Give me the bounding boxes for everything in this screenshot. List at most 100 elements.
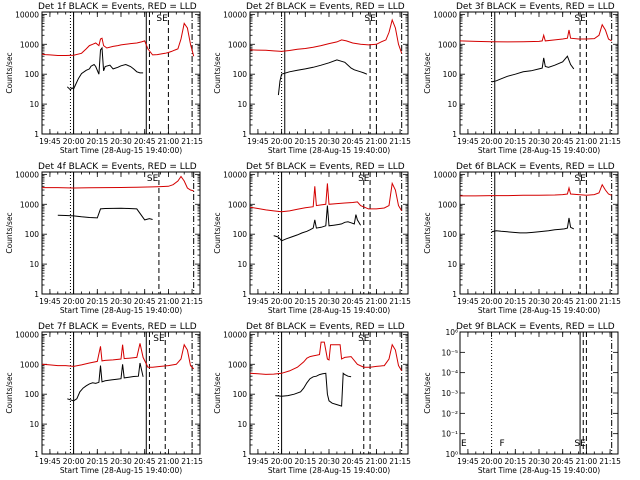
plot-frame bbox=[249, 171, 409, 295]
x-tick-label: 21:15 bbox=[389, 457, 411, 466]
x-tick-label: 19:45 bbox=[247, 297, 269, 306]
x-tick-label: 20:45 bbox=[552, 457, 574, 466]
panel-title: Det 1f BLACK = Events, RED = LLD bbox=[38, 2, 197, 12]
y-tick-label: 10⁶ bbox=[445, 328, 458, 337]
x-tick-label: 21:15 bbox=[181, 297, 203, 306]
x-tick-label: 21:15 bbox=[181, 137, 203, 146]
x-tick-label: 20:00 bbox=[481, 457, 503, 466]
y-tick-label: 1000 bbox=[228, 360, 247, 369]
sunrise-exit-marker: SE bbox=[364, 14, 376, 24]
y-axis-label: Counts/sec bbox=[5, 52, 14, 93]
plot-frame bbox=[459, 171, 619, 295]
plot-frame bbox=[459, 331, 619, 455]
x-tick-label: 20:45 bbox=[134, 297, 156, 306]
x-tick-label: 20:30 bbox=[528, 297, 550, 306]
x-axis-label: Start Time (28-Aug-15 19:40:00) bbox=[60, 306, 182, 315]
x-tick-label: 21:15 bbox=[389, 137, 411, 146]
x-axis-label: Start Time (28-Aug-15 19:40:00) bbox=[478, 306, 600, 315]
y-tick-label: 100 bbox=[233, 390, 248, 399]
y-tick-label: 10 bbox=[237, 100, 247, 109]
panel-title: Det 4f BLACK = Events, RED = LLD bbox=[38, 162, 197, 172]
x-tick-label: 20:15 bbox=[504, 297, 526, 306]
x-tick-label: 20:00 bbox=[63, 137, 85, 146]
y-tick-label: 10000 bbox=[433, 170, 457, 179]
panel-det-6f: Det 6f BLACK = Events, RED = LLD 1 10 100 10… bbox=[423, 162, 621, 315]
x-tick-label: 20:30 bbox=[528, 457, 550, 466]
x-tick-label: 21:15 bbox=[181, 457, 203, 466]
lld-series-line bbox=[42, 175, 194, 192]
x-tick-label: 20:30 bbox=[110, 457, 132, 466]
events-series-line bbox=[273, 205, 362, 242]
y-tick-label: 1 bbox=[452, 130, 457, 139]
x-tick-label: 21:00 bbox=[366, 297, 388, 306]
events-series-line bbox=[491, 217, 575, 234]
y-tick-label: 1 bbox=[242, 450, 247, 459]
y-tick-label: 10000 bbox=[223, 170, 247, 179]
sunrise-exit-marker: SE bbox=[574, 439, 586, 449]
x-axis-label: Start Time (28-Aug-15 19:40:00) bbox=[60, 146, 182, 155]
y-tick-label: 10 bbox=[447, 260, 457, 269]
panel-title: Det 2f BLACK = Events, RED = LLD bbox=[246, 2, 405, 12]
y-tick-label: 100 bbox=[25, 70, 40, 79]
y-tick-label: 1000 bbox=[438, 200, 457, 209]
y-tick-label: 1 bbox=[34, 130, 39, 139]
y-tick-label: 10⁻³ bbox=[441, 389, 458, 398]
panel-title: Det 9f BLACK = Events, RED = LLD bbox=[456, 322, 615, 332]
events-series-line bbox=[66, 46, 144, 91]
y-tick-label: 1 bbox=[34, 290, 39, 299]
lld-series-line bbox=[41, 22, 195, 57]
sunrise-exit-marker: SE bbox=[574, 174, 586, 184]
x-tick-label: 19:45 bbox=[39, 297, 61, 306]
x-tick-label: 20:15 bbox=[86, 457, 108, 466]
y-axis-label: Counts/sec bbox=[5, 372, 14, 413]
y-tick-label: 100 bbox=[233, 230, 248, 239]
y-tick-label: 100 bbox=[25, 230, 40, 239]
x-tick-label: 20:00 bbox=[271, 457, 293, 466]
events-series-line bbox=[275, 372, 352, 407]
x-tick-label: 20:15 bbox=[504, 137, 526, 146]
x-tick-label: 21:00 bbox=[366, 137, 388, 146]
x-tick-label: 21:15 bbox=[599, 137, 621, 146]
x-tick-label: 20:30 bbox=[318, 137, 340, 146]
x-tick-label: 20:30 bbox=[528, 137, 550, 146]
x-tick-label: 21:15 bbox=[599, 457, 621, 466]
events-series-line bbox=[491, 55, 575, 83]
x-tick-label: 21:15 bbox=[389, 297, 411, 306]
y-tick-label: 10 bbox=[447, 100, 457, 109]
lld-series-line bbox=[249, 341, 403, 375]
x-axis-label: Start Time (28-Aug-15 19:40:00) bbox=[268, 146, 390, 155]
x-tick-label: 21:00 bbox=[158, 137, 180, 146]
panel-title: Det 7f BLACK = Events, RED = LLD bbox=[38, 322, 197, 332]
x-tick-label: 19:45 bbox=[39, 137, 61, 146]
panel-det-9f: Det 9f BLACK = Events, RED = LLD 10⁰ 10⁻¹ 1… bbox=[423, 322, 621, 475]
x-tick-label: 20:15 bbox=[294, 297, 316, 306]
panel-det-5f: Det 5f BLACK = Events, RED = LLD 1 10 100 10… bbox=[213, 162, 411, 315]
y-tick-label: 1000 bbox=[20, 360, 39, 369]
x-tick-label: 20:15 bbox=[86, 297, 108, 306]
plot-frame bbox=[41, 11, 201, 135]
y-tick-label: 10⁻¹ bbox=[441, 430, 458, 439]
x-tick-label: 20:00 bbox=[271, 297, 293, 306]
panel-title: Det 3f BLACK = Events, RED = LLD bbox=[456, 2, 615, 12]
x-tick-label: 20:45 bbox=[342, 297, 364, 306]
lld-series-line bbox=[249, 181, 403, 213]
x-tick-label: 20:15 bbox=[504, 457, 526, 466]
y-axis-label: Counts/sec bbox=[423, 212, 432, 253]
y-tick-label: 10⁻⁵ bbox=[441, 348, 458, 357]
y-axis-label: Counts/sec bbox=[423, 372, 432, 413]
y-tick-label: 1 bbox=[34, 450, 39, 459]
y-tick-label: 10 bbox=[237, 420, 247, 429]
y-tick-label: 10000 bbox=[15, 10, 39, 19]
flare-marker: F bbox=[500, 439, 505, 449]
y-tick-label: 10⁻⁴ bbox=[441, 369, 458, 378]
panel-det-3f: Det 3f BLACK = Events, RED = LLD 1 10 100 10… bbox=[423, 2, 621, 155]
x-tick-label: 20:30 bbox=[318, 297, 340, 306]
panel-det-4f: Det 4f BLACK = Events, RED = LLD 1 10 100 10… bbox=[5, 162, 203, 315]
x-tick-label: 19:45 bbox=[39, 457, 61, 466]
panel-det-1f: Det 1f BLACK = Events, RED = LLD 1 10 100 10… bbox=[5, 2, 203, 155]
x-axis-label: Start Time (28-Aug-15 19:40:00) bbox=[268, 306, 390, 315]
lld-series-line bbox=[41, 343, 195, 370]
y-axis-label: Counts/sec bbox=[5, 212, 14, 253]
y-tick-label: 10000 bbox=[433, 10, 457, 19]
lld-series-line bbox=[459, 23, 612, 43]
